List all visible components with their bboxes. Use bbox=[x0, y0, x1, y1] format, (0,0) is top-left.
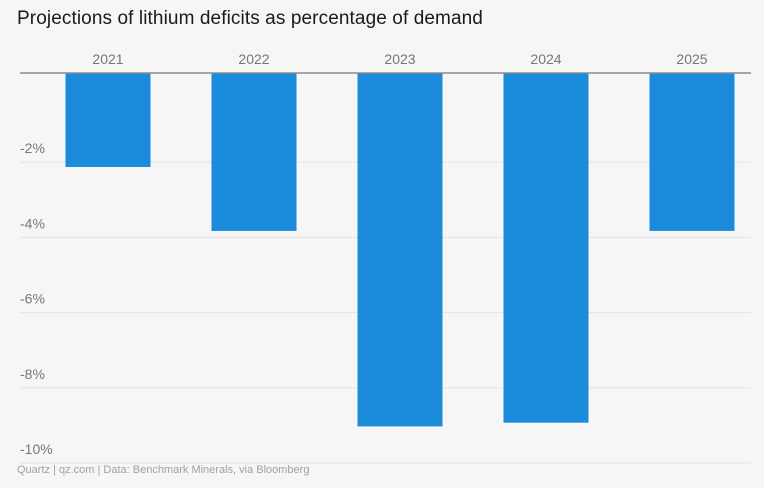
y-tick-label: -4% bbox=[20, 215, 45, 231]
y-tick-label: -10% bbox=[20, 441, 53, 457]
category-labels: 2021 2022 2023 2024 2025 bbox=[92, 51, 707, 67]
category-label-2024: 2024 bbox=[530, 51, 561, 67]
y-tick-label: -2% bbox=[20, 140, 45, 156]
bar-2025 bbox=[649, 73, 735, 231]
y-axis-ticks: -2% -4% -6% -8% -10% bbox=[20, 140, 53, 457]
source-note: Quartz | qz.com | Data: Benchmark Minera… bbox=[17, 464, 310, 476]
y-tick-label: -6% bbox=[20, 291, 45, 307]
y-tick-label: -8% bbox=[20, 366, 45, 382]
bar-2023 bbox=[357, 73, 443, 427]
category-label-2023: 2023 bbox=[384, 51, 415, 67]
category-label-2022: 2022 bbox=[238, 51, 269, 67]
category-label-2021: 2021 bbox=[92, 51, 123, 67]
bar-2024 bbox=[503, 73, 589, 423]
bar-2021 bbox=[65, 73, 151, 167]
bars bbox=[65, 73, 735, 427]
bar-2022 bbox=[211, 73, 297, 231]
category-label-2025: 2025 bbox=[676, 51, 707, 67]
chart-title: Projections of lithium deficits as perce… bbox=[17, 8, 483, 29]
